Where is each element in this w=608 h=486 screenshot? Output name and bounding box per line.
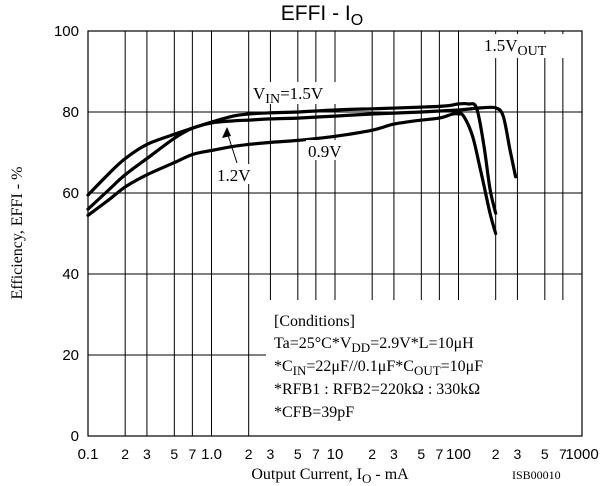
conditions-line-3: *RFB1 : RFB2=220kΩ : 330kΩ (274, 381, 480, 398)
vin-label-background (250, 82, 358, 104)
x-tick-label: 2 (121, 446, 129, 462)
conditions-line-1: Ta=25°C*VDD=2.9V*L=10μH (274, 335, 474, 355)
conditions-line-2: *CIN=22μF//0.1μF*COUT=10μF (274, 358, 483, 378)
plot-frame (87, 30, 583, 437)
vout-label-background (482, 34, 578, 58)
x-tick-label: 2 (492, 446, 500, 462)
conditions-heading: [Conditions] (274, 313, 355, 330)
y-tick-label: 60 (62, 185, 79, 202)
v09-label-background (306, 140, 354, 160)
v12-pointer-arrowhead (222, 127, 231, 138)
x-tick-label: 7 (188, 446, 196, 462)
figure-code: ISB00010 (512, 468, 561, 482)
series-line-1 (86, 101, 498, 215)
y-axis-label: Efficiency, EFFI - % (9, 167, 26, 300)
conditions-line-4: *CFB=39pF (274, 404, 354, 421)
x-tick-label: 5 (294, 446, 302, 462)
x-tick-label: 3 (514, 446, 522, 462)
x-tick-label: 5 (541, 446, 549, 462)
x-tick-label: 7 (312, 446, 320, 462)
y-tick-label: 20 (62, 347, 79, 364)
x-tick-label: 7 (559, 446, 567, 462)
x-tick-label: 5 (170, 446, 178, 462)
x-tick-label: 100 (446, 446, 471, 463)
v12-label: 1.2V (217, 166, 251, 185)
x-tick-label: 5 (417, 446, 425, 462)
y-tick-label: 0 (71, 428, 79, 445)
y-tick-labels: 0 20 40 60 80 100 (54, 23, 79, 445)
vin-label: VIN=1.5V (253, 84, 324, 107)
v09-label: 0.9V (308, 142, 342, 161)
series-line-3 (86, 112, 498, 236)
y-tick-label: 100 (54, 23, 79, 40)
x-tick-label: 10 (327, 446, 344, 463)
x-tick-label: 1.0 (201, 446, 222, 463)
y-tick-label: 40 (62, 266, 79, 283)
series (86, 101, 518, 236)
v12-label-background (215, 164, 261, 184)
vout-label: 1.5VOUT (484, 36, 547, 59)
x-tick-label: 0.1 (78, 446, 99, 463)
x-tick-label: 1000 (565, 446, 598, 463)
x-tick-label: 3 (143, 446, 151, 462)
x-tick-label: 2 (368, 446, 376, 462)
x-tick-label: 7 (435, 446, 443, 462)
series-line-2 (86, 105, 518, 211)
x-tick-label: 2 (245, 446, 253, 462)
conditions-block: [Conditions] Ta=25°C*VDD=2.9V*L=10μH *CI… (274, 313, 483, 421)
y-tick-label: 80 (62, 104, 79, 121)
x-tick-label: 3 (390, 446, 398, 462)
conditions-box-background (266, 300, 582, 436)
v12-pointer-line (226, 131, 238, 164)
x-tick-label: 3 (267, 446, 275, 462)
chart-title: EFFI - IO (281, 2, 363, 29)
x-axis-label: Output Current, IO - mA (251, 466, 409, 486)
